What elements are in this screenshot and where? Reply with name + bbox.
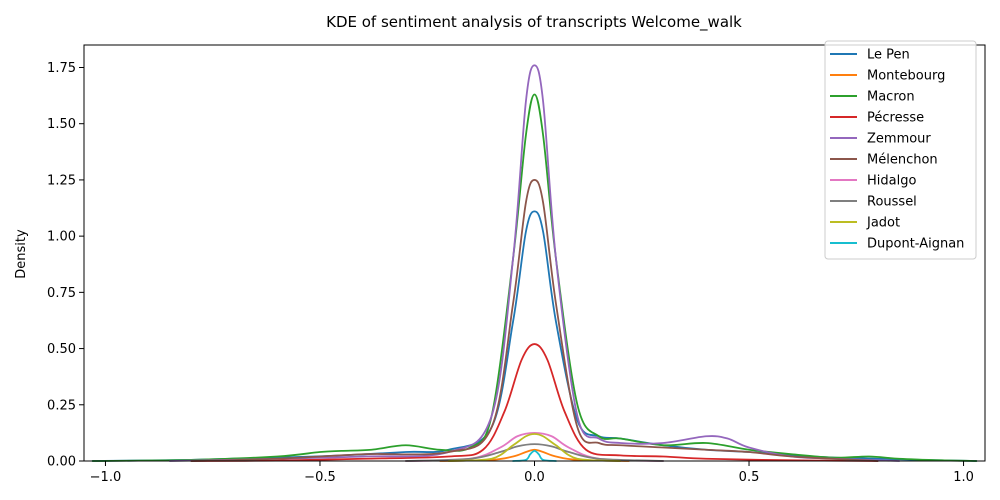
y-axis-label: Density: [14, 229, 29, 279]
legend-label: Hidalgo: [867, 174, 916, 189]
plot-lines: [91, 64, 978, 462]
series-line-8: [447, 433, 622, 462]
legend-label: Mélenchon: [867, 153, 938, 168]
y-tick-label: 0.25: [47, 398, 76, 413]
x-axis: −1.0 −0.5 0.0 0.5 1.0: [90, 461, 974, 485]
x-tick-label: 1.0: [953, 470, 974, 485]
y-tick-label: 1.00: [47, 230, 76, 245]
legend-label: Macron: [867, 90, 915, 105]
legend-label: Dupont-Aignan: [867, 237, 964, 252]
chart-title: KDE of sentiment analysis of transcripts…: [326, 13, 742, 32]
legend: Le Pen Montebourg Macron Pécresse Zemmour Mél…: [824, 40, 977, 260]
y-tick-label: 1.75: [47, 61, 76, 76]
y-tick-label: 1.25: [47, 173, 76, 188]
legend-label: Le Pen: [867, 48, 910, 63]
y-tick-label: 1.50: [47, 117, 76, 132]
legend-label: Pécresse: [867, 111, 924, 126]
x-tick-label: 0.0: [524, 470, 545, 485]
legend-label: Zemmour: [867, 132, 931, 147]
series-line-9: [512, 449, 557, 462]
series-line-7: [404, 443, 665, 462]
x-tick-label: −1.0: [90, 470, 122, 485]
legend-label: Montebourg: [867, 69, 945, 84]
y-tick-label: 0.75: [47, 286, 76, 301]
x-tick-label: −0.5: [304, 470, 336, 485]
series-line-3: [190, 343, 879, 462]
legend-label: Jadot: [866, 216, 900, 231]
y-tick-label: 0.50: [47, 342, 76, 357]
series-line-5: [190, 179, 879, 462]
legend-label: Roussel: [867, 195, 917, 210]
y-tick-label: 0.00: [47, 455, 76, 470]
y-axis: 0.00 0.25 0.50 0.75 1.00 1.25 1.50 1.75: [47, 61, 84, 470]
x-tick-label: 0.5: [739, 470, 760, 485]
series-line-1: [439, 448, 630, 462]
legend-box: [824, 40, 977, 260]
series-line-2: [91, 93, 978, 462]
